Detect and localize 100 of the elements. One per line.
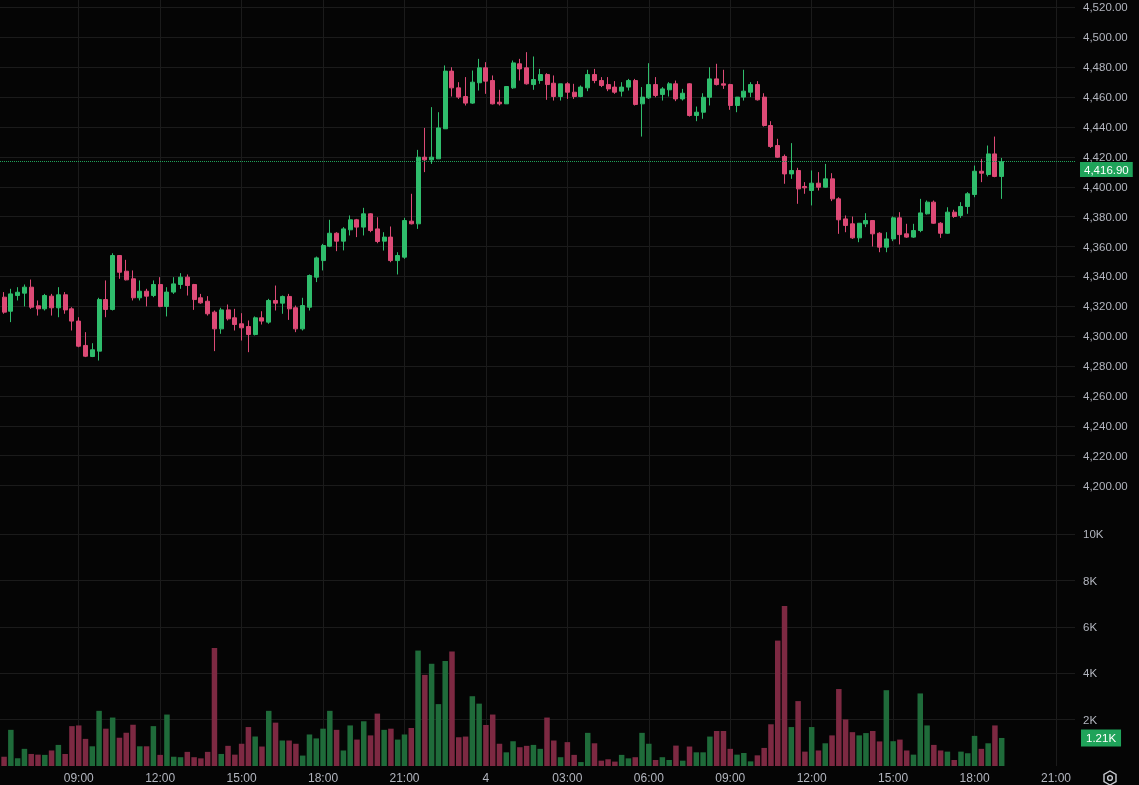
candlestick	[979, 158, 984, 183]
candlestick	[90, 342, 95, 358]
bar	[55, 744, 62, 766]
candlestick	[789, 142, 794, 180]
bar	[1, 756, 7, 766]
candlestick	[97, 297, 102, 362]
bar	[422, 674, 428, 766]
bar	[388, 728, 394, 766]
bar	[998, 737, 1005, 766]
candlestick	[850, 216, 855, 240]
candlestick	[728, 83, 733, 111]
candlestick	[992, 136, 997, 178]
x-tick-label: 09:00	[715, 771, 746, 785]
candlestick	[687, 82, 692, 118]
candlestick	[972, 165, 977, 198]
candlestick	[477, 58, 482, 92]
bar	[306, 734, 313, 766]
bar	[103, 728, 109, 766]
candlestick	[388, 226, 393, 263]
candlestick	[205, 295, 210, 317]
candlestick	[334, 231, 339, 252]
candlestick	[511, 60, 516, 90]
bar	[48, 750, 55, 766]
bar	[157, 754, 163, 766]
candlestick	[246, 320, 251, 353]
bar	[374, 713, 381, 766]
bar	[150, 726, 157, 766]
bar	[245, 727, 252, 766]
x-tick-label: 09:00	[63, 771, 95, 785]
candlestick	[22, 283, 27, 307]
candlestick	[558, 83, 563, 102]
candlestick	[219, 307, 224, 335]
bar	[82, 738, 89, 766]
candlestick	[911, 223, 916, 239]
candlestick	[986, 145, 991, 177]
x-tick-label: 12:00	[796, 771, 828, 785]
candlestick	[463, 76, 468, 106]
bar	[849, 732, 856, 766]
bar	[673, 745, 679, 766]
candlestick	[578, 84, 583, 98]
bar	[618, 754, 625, 766]
candlestick	[823, 163, 828, 189]
candlestick	[931, 200, 936, 225]
candlestick	[280, 295, 285, 315]
candlestick	[816, 171, 821, 191]
candlestick	[599, 76, 604, 88]
y-tick-label: 4K	[1083, 667, 1098, 680]
candlestick	[83, 331, 88, 358]
candlestick	[449, 66, 454, 98]
bar	[992, 725, 998, 766]
y-tick-label: 8K	[1083, 574, 1098, 587]
candlestick	[748, 81, 753, 98]
y-tick-label: 4,280.00	[1083, 360, 1128, 373]
bar	[109, 717, 116, 766]
bar	[333, 729, 340, 766]
bar	[951, 759, 957, 766]
candlestick	[259, 310, 264, 326]
candlestick	[490, 74, 495, 105]
bar	[143, 746, 150, 766]
candlestick	[925, 200, 930, 216]
y-tick-label: 4,380.00	[1083, 210, 1128, 223]
y-tick-label: 4,400.00	[1083, 180, 1128, 193]
candlestick	[531, 55, 536, 91]
candlestick	[897, 211, 902, 245]
candlestick	[416, 149, 421, 230]
candlestick	[2, 291, 7, 315]
candlestick	[524, 51, 529, 86]
x-tick-label: 15:00	[226, 771, 257, 785]
candlestick	[368, 212, 373, 233]
candlestick	[422, 127, 427, 173]
bar	[21, 748, 28, 766]
bar	[428, 663, 435, 766]
candlestick	[137, 279, 142, 301]
candlestick	[538, 68, 543, 85]
candlestick	[965, 191, 970, 215]
bar	[625, 758, 632, 766]
y-tick-label: 10K	[1083, 528, 1104, 541]
bar	[408, 727, 415, 766]
x-tick-label: 06:00	[633, 771, 665, 785]
candlestick	[36, 299, 41, 317]
bar	[822, 743, 828, 766]
candlestick	[212, 309, 217, 352]
bar	[591, 743, 598, 766]
candlestick	[185, 273, 190, 297]
y-tick-label: 4,360.00	[1083, 240, 1128, 253]
candlestick	[361, 207, 366, 236]
candlestick	[633, 78, 638, 106]
y-tick-label: 4,260.00	[1083, 389, 1128, 402]
candlestick	[382, 231, 387, 252]
candlestick	[409, 193, 414, 225]
y-tick-label: 6K	[1083, 620, 1098, 633]
candlestick	[945, 206, 950, 235]
candlestick	[253, 315, 258, 336]
candlestick	[110, 252, 115, 311]
candlestick	[585, 69, 590, 92]
candlestick	[660, 86, 665, 102]
candlestick	[999, 157, 1004, 200]
candlestick	[307, 273, 312, 311]
y-tick-label: 4,220.00	[1083, 449, 1128, 462]
candlestick	[8, 288, 13, 323]
